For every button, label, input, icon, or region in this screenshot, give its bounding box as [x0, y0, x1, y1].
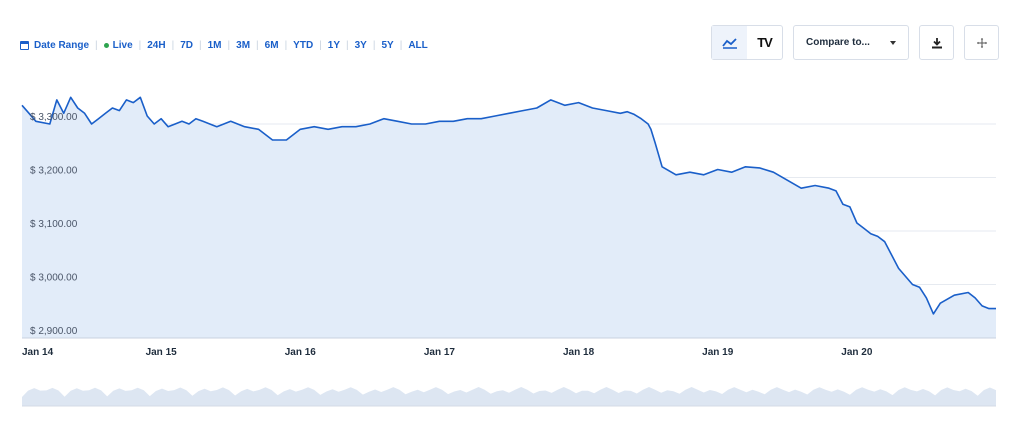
- price-area: [22, 97, 996, 338]
- line-chart-icon: [721, 37, 737, 49]
- download-icon: [931, 37, 942, 48]
- x-tick-label: Jan 20: [841, 347, 873, 358]
- y-axis-labels: $ 3,300.00 $ 3,200.00 $ 3,100.00 $ 3,000.00…: [30, 112, 78, 337]
- timeframe-24h-button[interactable]: 24H: [147, 39, 166, 51]
- x-axis-labels: Jan 14 Jan 15 Jan 16 Jan 17 Jan 18 Jan 19 Jan …: [22, 347, 873, 358]
- timeframe-7d-button[interactable]: 7D: [180, 39, 194, 51]
- y-tick-label: $ 3,300.00: [30, 112, 78, 123]
- grid-layer: [22, 123, 996, 339]
- date-range-label: Date Range: [34, 39, 90, 51]
- separator: |: [346, 39, 349, 51]
- chevron-down-icon: [890, 40, 896, 45]
- compare-label: Compare to...: [806, 37, 870, 48]
- timeframe-ytd-button[interactable]: YTD: [293, 39, 314, 51]
- compare-dropdown[interactable]: Compare to...: [793, 25, 909, 60]
- y-tick-label: $ 3,000.00: [30, 273, 78, 284]
- timeframe-3m-button[interactable]: 3M: [236, 39, 251, 51]
- y-tick-label: $ 3,100.00: [30, 219, 78, 230]
- separator: |: [284, 39, 288, 51]
- price-line: [21, 96, 996, 315]
- y-tick-label: $ 2,900.00: [30, 326, 78, 337]
- live-button[interactable]: Live: [103, 39, 133, 51]
- range-toolbar: Date Range | Live | 24H | 7D | 1M | 3M |…: [20, 36, 428, 54]
- x-tick-label: Jan 18: [563, 347, 595, 358]
- chart-type-toggle: TV: [711, 25, 783, 60]
- timeframe-6m-button[interactable]: 6M: [264, 39, 279, 51]
- line-chart-button[interactable]: [712, 26, 747, 59]
- chart-controls: TV Compare to...: [711, 25, 999, 60]
- timeframe-3y-button[interactable]: 3Y: [354, 39, 367, 51]
- separator: |: [171, 39, 175, 51]
- x-tick-label: Jan 14: [22, 347, 54, 358]
- tradingview-button[interactable]: TV: [747, 26, 782, 59]
- live-label: Live: [112, 39, 133, 51]
- timeframe-5y-button[interactable]: 5Y: [381, 39, 394, 51]
- separator: |: [319, 39, 322, 51]
- timeframe-1y-button[interactable]: 1Y: [327, 39, 341, 51]
- volume-sparkline: [22, 387, 996, 406]
- move-arrows-icon: [976, 37, 987, 48]
- tradingview-logo-icon: TV: [757, 35, 773, 50]
- fullscreen-button[interactable]: [964, 25, 999, 60]
- x-tick-label: Jan 19: [702, 347, 734, 358]
- separator: |: [399, 39, 403, 51]
- y-tick-label: $ 3,200.00: [30, 166, 78, 177]
- separator: |: [199, 39, 202, 51]
- x-tick-label: Jan 17: [424, 347, 456, 358]
- download-button[interactable]: [919, 25, 954, 60]
- separator: |: [138, 39, 142, 51]
- timeframe-1m-button[interactable]: 1M: [207, 39, 222, 51]
- separator: |: [95, 39, 98, 51]
- separator: |: [227, 39, 231, 51]
- x-tick-label: Jan 15: [146, 347, 178, 358]
- date-range-button[interactable]: Date Range: [20, 40, 89, 51]
- calendar-icon: [20, 40, 29, 50]
- live-dot-icon: [103, 42, 109, 48]
- separator: |: [256, 39, 259, 51]
- timeframe-all-button[interactable]: ALL: [408, 39, 428, 51]
- x-tick-label: Jan 16: [285, 347, 317, 358]
- separator: |: [372, 39, 376, 51]
